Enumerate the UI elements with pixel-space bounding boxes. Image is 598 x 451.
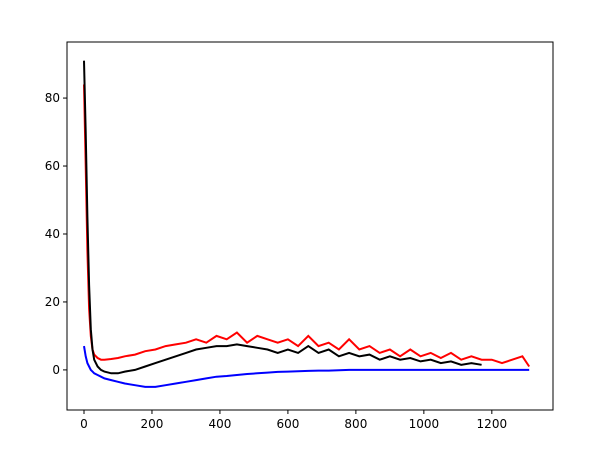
x-tick-label: 400 — [208, 417, 231, 431]
series-line — [83, 345, 530, 388]
x-tick-label: 1200 — [477, 417, 508, 431]
y-tick-label: 20 — [45, 295, 60, 309]
x-tick-label: 1000 — [409, 417, 440, 431]
x-tick-label: 0 — [80, 417, 88, 431]
series-line — [83, 84, 531, 368]
x-tick-label: 800 — [344, 417, 367, 431]
x-tick-label: 200 — [141, 417, 164, 431]
y-tick-label: 0 — [52, 363, 60, 377]
y-tick-label: 80 — [45, 91, 60, 105]
x-tick-label: 600 — [276, 417, 299, 431]
y-tick-label: 60 — [45, 159, 60, 173]
series-line — [83, 60, 482, 375]
y-tick-label: 40 — [45, 227, 60, 241]
axes-frame — [66, 41, 554, 411]
